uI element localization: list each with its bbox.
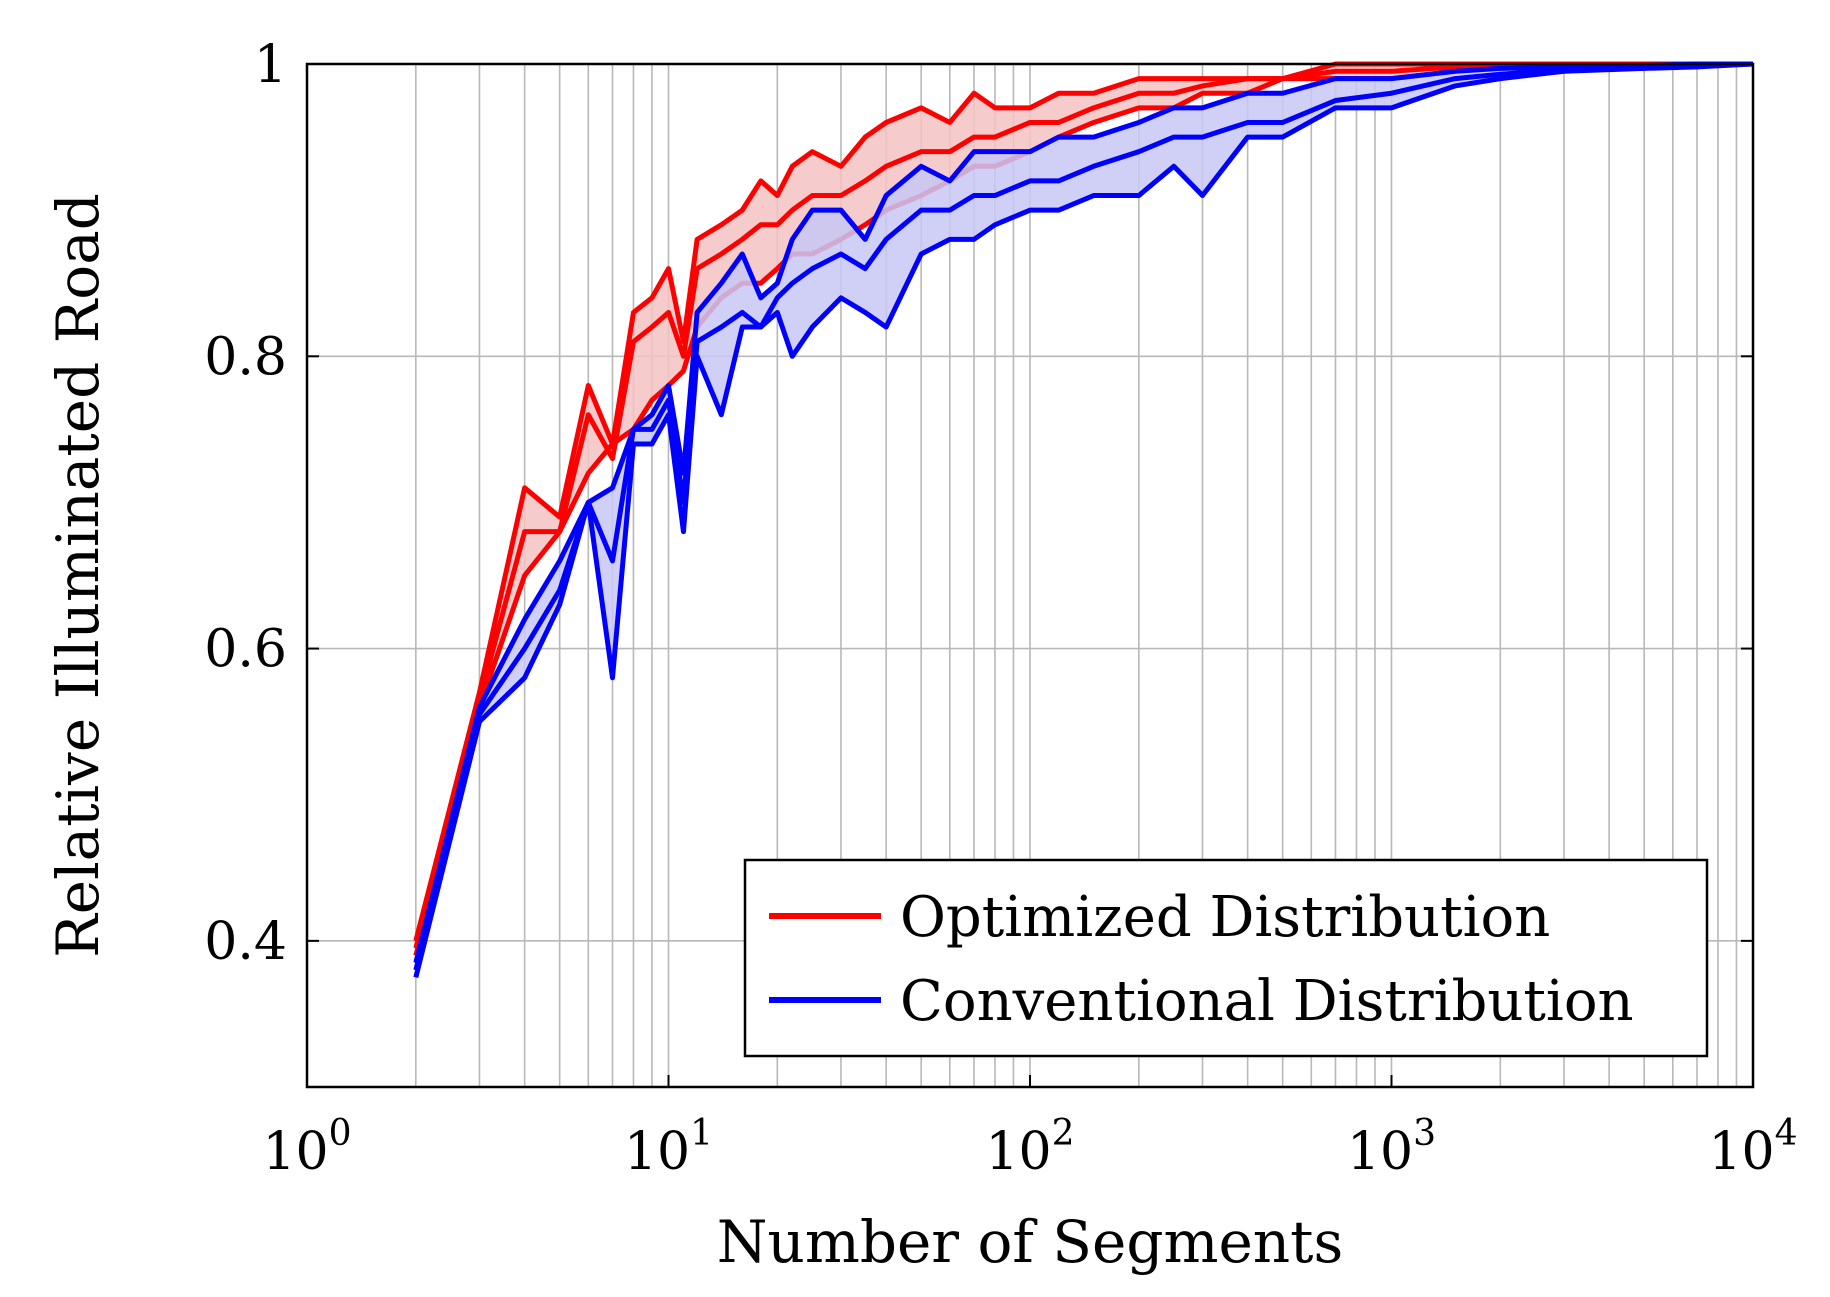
legend-label-0: Optimized Distribution [900, 885, 1550, 950]
series-0-mid-line [413, 61, 1753, 949]
x-tick-label: 102 [985, 1113, 1074, 1182]
x-tick-label: 103 [1347, 1113, 1436, 1182]
y-tick-label: 1 [254, 35, 287, 95]
y-tick-label: 0.4 [204, 912, 287, 972]
legend-box [743, 858, 1709, 1058]
y-axis-ticks: 0.4 0.6 0.8 1 [204, 35, 1753, 972]
x-tick-label: 101 [624, 1113, 713, 1182]
series-1-lower-line [413, 61, 1754, 978]
y-tick-label: 0.6 [204, 620, 287, 680]
x-axis-ticks: 100 101 102 103 104 [262, 1075, 1798, 1182]
y-axis-label: Relative Illuminated Road [44, 193, 112, 958]
legend: Optimized Distribution Conventional Distr… [743, 858, 1709, 1058]
series-1-upper-line [413, 61, 1753, 964]
x-axis-label: Number of Segments [717, 1208, 1343, 1276]
x-tick-label: 104 [1708, 1113, 1797, 1182]
series-layer [413, 61, 1754, 978]
series-1-band [415, 64, 1753, 978]
x-tick-label: 100 [262, 1113, 351, 1182]
series-1-mid-line [413, 61, 1754, 971]
y-tick-label: 0.8 [204, 327, 287, 387]
legend-label-1: Conventional Distribution [900, 969, 1634, 1034]
